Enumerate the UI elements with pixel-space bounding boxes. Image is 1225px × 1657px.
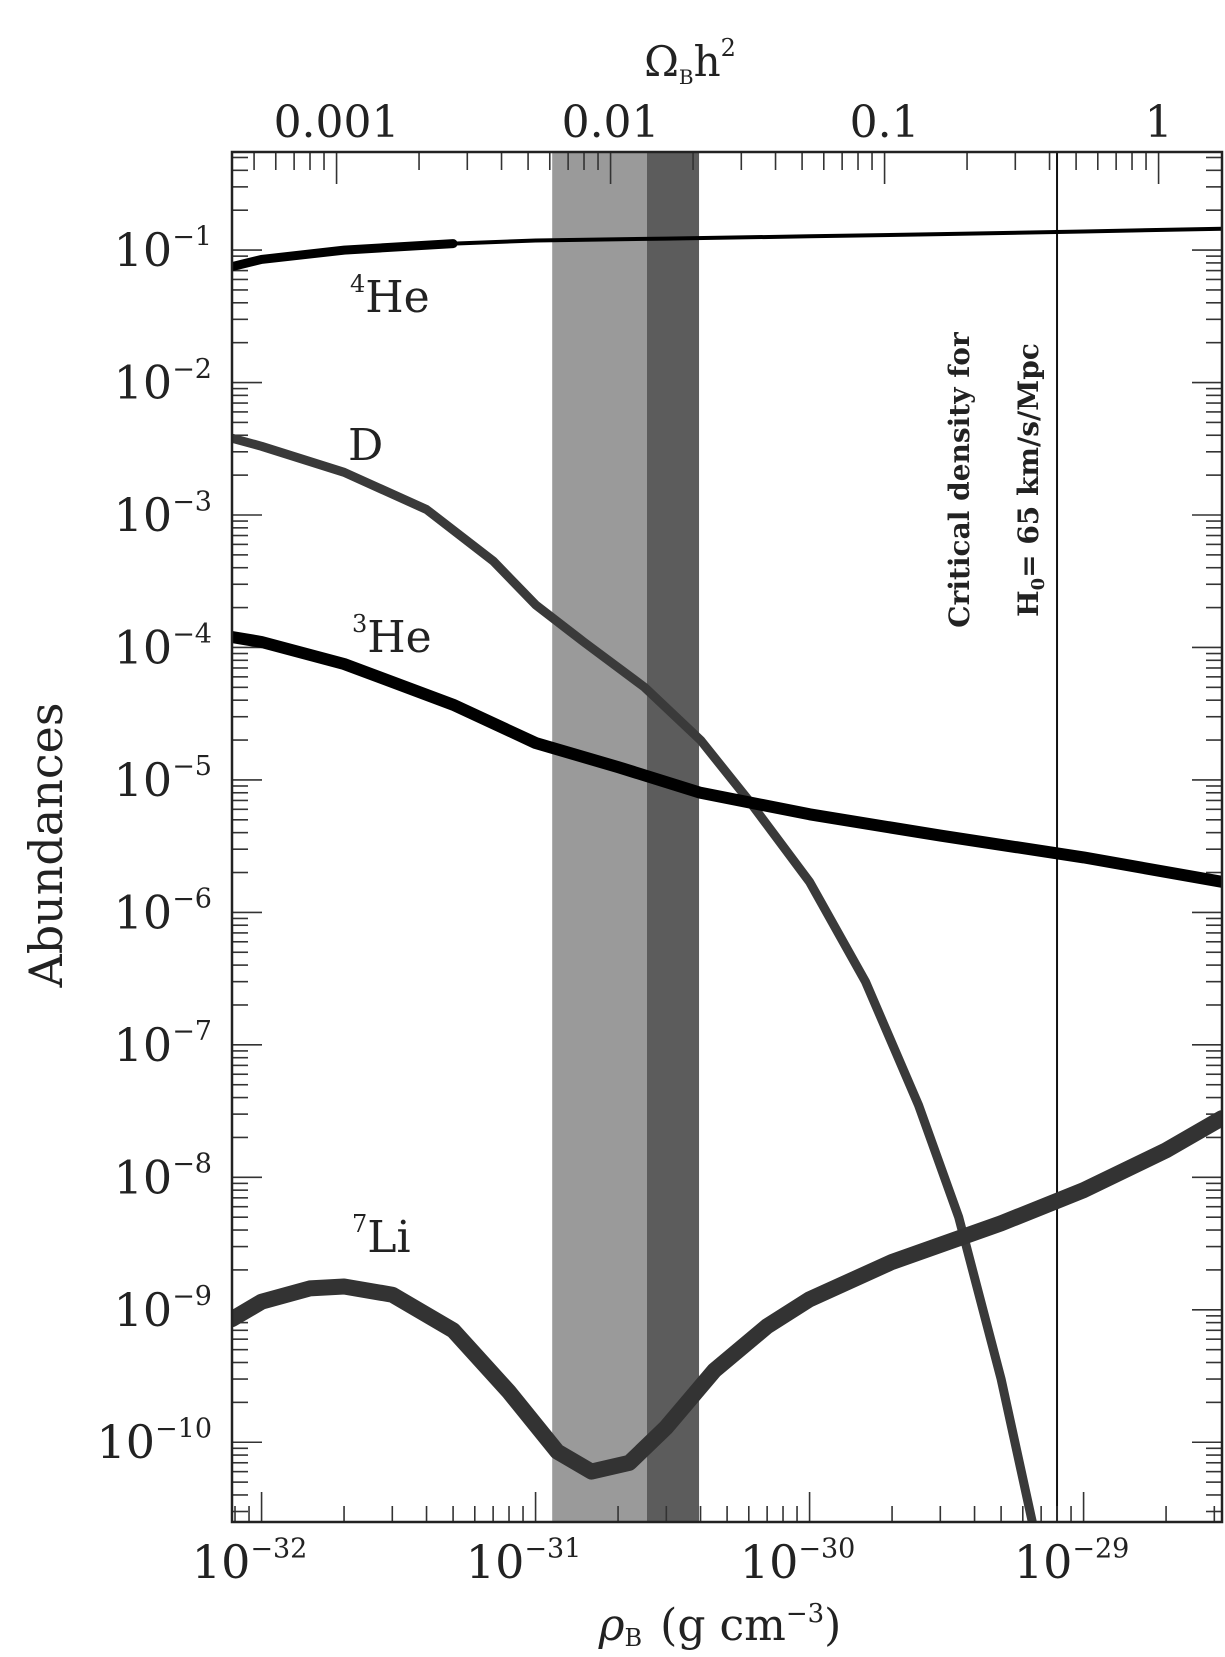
top-tick-label: 0.01 xyxy=(562,97,660,148)
y-tick-label-base: 10 xyxy=(114,223,173,277)
series-line-d xyxy=(232,433,1037,1522)
y-tick-label: 10−4 xyxy=(114,619,212,675)
y-tick-label-base: 10 xyxy=(114,1018,173,1072)
y-tick-label: 10−1 xyxy=(114,221,212,277)
top-axis-label: ΩBh2 xyxy=(644,34,736,89)
y-tick-label-exp: −4 xyxy=(172,619,212,650)
critical-density-text-1: Critical density for xyxy=(943,331,976,628)
y-tick-label: 10−2 xyxy=(114,354,212,410)
y-tick-label: 10−5 xyxy=(114,751,212,807)
y-tick-label: 10−9 xyxy=(114,1281,212,1337)
y-tick-label-exp: −1 xyxy=(172,221,212,252)
label-he3-mass: 3 xyxy=(352,610,367,638)
label-he3-name: He xyxy=(367,612,431,663)
y-tick-label-exp: −6 xyxy=(172,884,212,915)
label-he4-mass: 4 xyxy=(350,270,365,298)
x-tick-label-exp: −31 xyxy=(524,1533,581,1564)
top-axis-exp: 2 xyxy=(721,34,736,62)
x-tick-label: 10−31 xyxy=(466,1533,582,1589)
top-tick-label: 1 xyxy=(1145,97,1173,148)
x-tick-label: 10−29 xyxy=(1014,1533,1130,1589)
y-tick-label-base: 10 xyxy=(96,1415,155,1469)
tick-marks xyxy=(232,152,1222,1522)
y-tick-label: 10−10 xyxy=(96,1414,212,1470)
x-axis-rho-sub: B xyxy=(625,1624,643,1652)
y-axis-label: Abundances xyxy=(19,702,73,988)
top-axis-h: h xyxy=(694,37,721,86)
y-tick-label-exp: −5 xyxy=(172,751,212,782)
x-tick-label-base: 10 xyxy=(466,1535,525,1589)
series-line-he4-thick xyxy=(232,239,458,272)
light-band xyxy=(552,152,647,1522)
critical-h-value: = 65 km/s/Mpc xyxy=(1012,343,1045,578)
y-tick-label: 10−7 xyxy=(114,1016,212,1072)
label-li7-mass: 7 xyxy=(352,1210,367,1238)
y-tick-label: 10−3 xyxy=(114,486,212,542)
x-axis-units: (g cm xyxy=(660,1600,786,1651)
y-tick-label-base: 10 xyxy=(114,620,173,674)
x-axis-label: ρB (g cm−3) xyxy=(598,1599,842,1652)
bands-layer xyxy=(552,152,1059,1522)
x-tick-label-base: 10 xyxy=(740,1535,799,1589)
x-tick-label-base: 10 xyxy=(1014,1535,1073,1589)
critical-h-sub: 0 xyxy=(1028,578,1049,591)
x-tick-label-exp: −32 xyxy=(250,1533,307,1564)
x-tick-label-exp: −29 xyxy=(1072,1533,1129,1564)
y-tick-label-base: 10 xyxy=(114,488,173,542)
series-line-he3 xyxy=(232,631,1222,888)
y-tick-label-base: 10 xyxy=(114,885,173,939)
label-he3: 3He xyxy=(352,610,432,663)
top-axis-omega-sub: B xyxy=(679,65,694,89)
label-he4-name: He xyxy=(365,272,429,323)
y-tick-label: 10−6 xyxy=(114,884,212,940)
x-tick-label: 10−32 xyxy=(192,1533,308,1589)
y-tick-label-base: 10 xyxy=(114,1283,173,1337)
x-axis-units-exp: −3 xyxy=(786,1599,824,1629)
y-tick-label-exp: −2 xyxy=(172,354,212,385)
x-axis-units-close: ) xyxy=(824,1600,841,1651)
top-tick-label: 0.1 xyxy=(850,97,920,148)
x-axis-rho: ρ xyxy=(598,1600,625,1651)
y-tick-label-exp: −7 xyxy=(172,1016,212,1047)
x-tick-label-base: 10 xyxy=(192,1535,251,1589)
label-li7-name: Li xyxy=(367,1212,410,1263)
series-lines xyxy=(232,226,1222,1522)
y-tick-label-exp: −10 xyxy=(155,1414,212,1445)
label-li7: 7Li xyxy=(352,1210,411,1263)
critical-h-letter: H xyxy=(1012,590,1045,616)
critical-density-text-2: H0= 65 km/s/Mpc xyxy=(1012,343,1049,617)
dark-band xyxy=(646,152,700,1522)
x-tick-label-exp: −30 xyxy=(798,1533,855,1564)
label-he4: 4He xyxy=(350,270,430,323)
y-tick-label-exp: −3 xyxy=(172,486,212,517)
tick-labels: 10−110−210−310−410−510−610−710−810−910−1… xyxy=(96,97,1172,1589)
top-tick-label: 0.001 xyxy=(274,97,400,148)
y-tick-label: 10−8 xyxy=(114,1149,212,1205)
series-line-li7 xyxy=(232,1110,1222,1480)
y-tick-label-base: 10 xyxy=(114,753,173,807)
top-axis-omega: Ω xyxy=(644,37,679,86)
plot-frame xyxy=(230,150,1224,1524)
y-tick-label-base: 10 xyxy=(114,1150,173,1204)
label-d: D xyxy=(348,420,383,471)
y-tick-label-exp: −9 xyxy=(172,1281,212,1312)
y-tick-label-base: 10 xyxy=(114,356,173,410)
y-tick-label-exp: −8 xyxy=(172,1149,212,1180)
x-tick-label: 10−30 xyxy=(740,1533,856,1589)
